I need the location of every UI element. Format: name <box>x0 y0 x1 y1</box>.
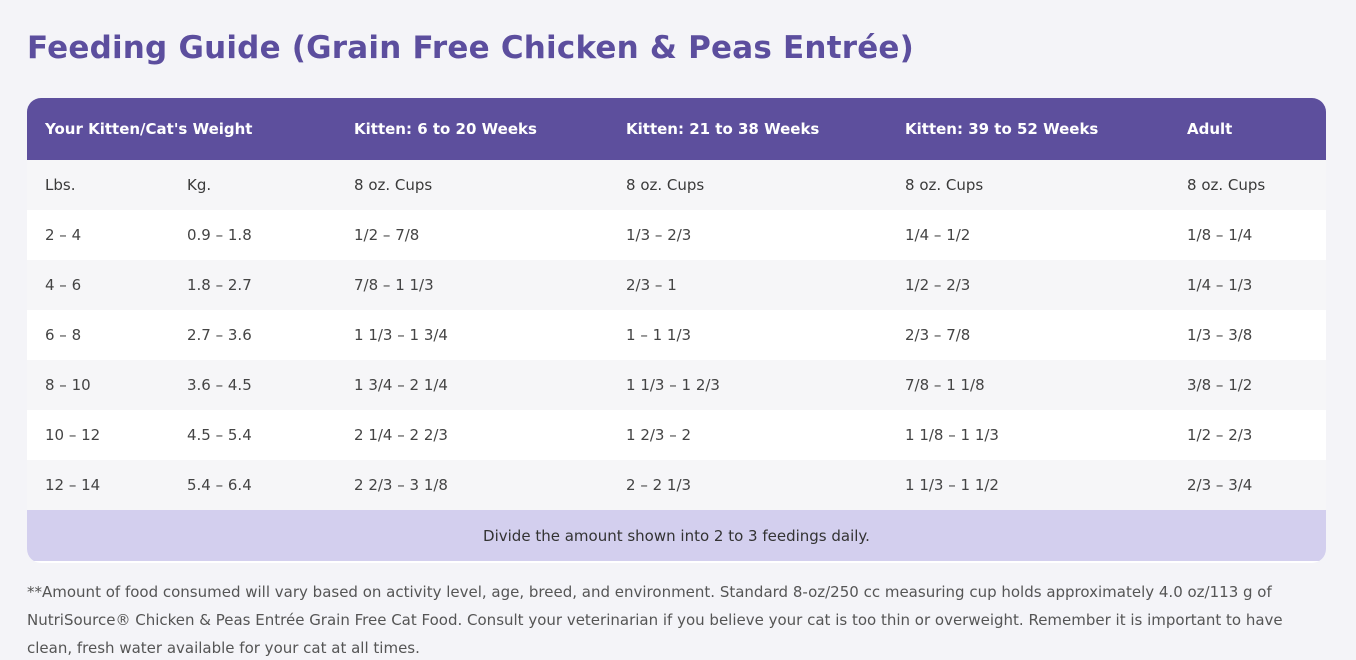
cell-kitten-39-52: 1 1/8 – 1 1/3 <box>887 410 1170 460</box>
cell-kitten-39-52: 1 1/3 – 1 1/2 <box>887 460 1170 510</box>
cell-lbs: 2 – 4 <box>27 210 169 260</box>
table-row: 10 – 12 4.5 – 5.4 2 1/4 – 2 2/3 1 2/3 – … <box>27 410 1326 460</box>
cell-kg: 5.4 – 6.4 <box>169 460 337 510</box>
cell-kitten-39-52: 2/3 – 7/8 <box>887 310 1170 360</box>
cell-kitten-21-38: 2 – 2 1/3 <box>608 460 888 510</box>
cell-kg: 1.8 – 2.7 <box>169 260 337 310</box>
cell-kg: 3.6 – 4.5 <box>169 360 337 410</box>
cell-kitten-39-52: 1/2 – 2/3 <box>887 260 1170 310</box>
cell-kitten-6-20: 1/2 – 7/8 <box>336 210 609 260</box>
cell-lbs: 4 – 6 <box>27 260 169 310</box>
cell-kg: 4.5 – 5.4 <box>169 410 337 460</box>
cell-kitten-6-20: 7/8 – 1 1/3 <box>336 260 609 310</box>
cell-adult: 1/2 – 2/3 <box>1169 410 1326 460</box>
cell-adult: 1/8 – 1/4 <box>1169 210 1326 260</box>
unit-lbs: Lbs. <box>27 160 169 210</box>
cell-kg: 0.9 – 1.8 <box>169 210 337 260</box>
table-header-row: Your Kitten/Cat's Weight Kitten: 6 to 20… <box>27 98 1326 160</box>
feeding-frequency-note: Divide the amount shown into 2 to 3 feed… <box>27 510 1326 561</box>
unit-cups: 8 oz. Cups <box>336 160 609 210</box>
table-row: 6 – 8 2.7 – 3.6 1 1/3 – 1 3/4 1 – 1 1/3 … <box>27 310 1326 360</box>
feeding-table: Your Kitten/Cat's Weight Kitten: 6 to 20… <box>27 98 1326 561</box>
cell-kg: 2.7 – 3.6 <box>169 310 337 360</box>
cell-kitten-21-38: 2/3 – 1 <box>608 260 888 310</box>
footnote: **Amount of food consumed will vary base… <box>27 583 1283 657</box>
cell-adult: 1/3 – 3/8 <box>1169 310 1326 360</box>
header-adult: Adult <box>1169 98 1326 160</box>
cell-lbs: 6 – 8 <box>27 310 169 360</box>
table-footer-row: Divide the amount shown into 2 to 3 feed… <box>27 510 1326 561</box>
header-weight: Your Kitten/Cat's Weight <box>27 98 337 160</box>
unit-cups: 8 oz. Cups <box>887 160 1170 210</box>
page-title: Feeding Guide (Grain Free Chicken & Peas… <box>27 30 915 66</box>
cell-kitten-6-20: 1 1/3 – 1 3/4 <box>336 310 609 360</box>
table-row: 8 – 10 3.6 – 4.5 1 3/4 – 2 1/4 1 1/3 – 1… <box>27 360 1326 410</box>
cell-lbs: 10 – 12 <box>27 410 169 460</box>
header-kitten-21-38: Kitten: 21 to 38 Weeks <box>608 98 888 160</box>
unit-cups: 8 oz. Cups <box>608 160 888 210</box>
table-row: 12 – 14 5.4 – 6.4 2 2/3 – 3 1/8 2 – 2 1/… <box>27 460 1326 510</box>
cell-lbs: 8 – 10 <box>27 360 169 410</box>
cell-adult: 1/4 – 1/3 <box>1169 260 1326 310</box>
unit-cups: 8 oz. Cups <box>1169 160 1326 210</box>
cell-kitten-21-38: 1 – 1 1/3 <box>608 310 888 360</box>
table-row: 4 – 6 1.8 – 2.7 7/8 – 1 1/3 2/3 – 1 1/2 … <box>27 260 1326 310</box>
cell-adult: 2/3 – 3/4 <box>1169 460 1326 510</box>
cell-kitten-6-20: 2 2/3 – 3 1/8 <box>336 460 609 510</box>
header-kitten-39-52: Kitten: 39 to 52 Weeks <box>887 98 1170 160</box>
header-kitten-6-20: Kitten: 6 to 20 Weeks <box>336 98 609 160</box>
units-row: Lbs. Kg. 8 oz. Cups 8 oz. Cups 8 oz. Cup… <box>27 160 1326 210</box>
unit-kg: Kg. <box>169 160 337 210</box>
feeding-table-container: Your Kitten/Cat's Weight Kitten: 6 to 20… <box>27 98 1326 563</box>
cell-lbs: 12 – 14 <box>27 460 169 510</box>
cell-kitten-21-38: 1/3 – 2/3 <box>608 210 888 260</box>
cell-kitten-21-38: 1 1/3 – 1 2/3 <box>608 360 888 410</box>
cell-adult: 3/8 – 1/2 <box>1169 360 1326 410</box>
cell-kitten-39-52: 7/8 – 1 1/8 <box>887 360 1170 410</box>
cell-kitten-6-20: 1 3/4 – 2 1/4 <box>336 360 609 410</box>
cell-kitten-6-20: 2 1/4 – 2 2/3 <box>336 410 609 460</box>
cell-kitten-39-52: 1/4 – 1/2 <box>887 210 1170 260</box>
cell-kitten-21-38: 1 2/3 – 2 <box>608 410 888 460</box>
table-row: 2 – 4 0.9 – 1.8 1/2 – 7/8 1/3 – 2/3 1/4 … <box>27 210 1326 260</box>
